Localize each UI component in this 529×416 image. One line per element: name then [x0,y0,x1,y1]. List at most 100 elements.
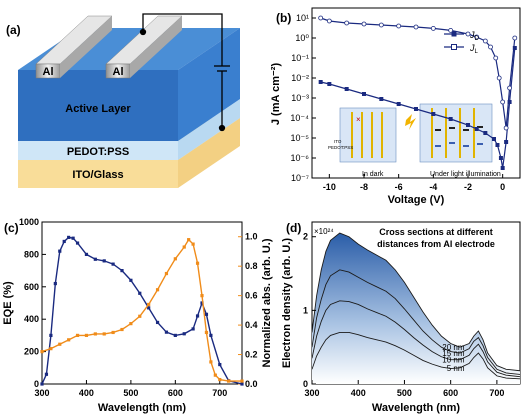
panel-c-point-EQE [62,239,66,244]
panel-c-ylabel-right: Normalized abs. (arb. U.) [261,238,273,367]
panel-b-point-J_L [344,20,350,26]
panel-d-ytick-label: 1 [303,305,308,315]
panel-c-series [40,235,244,386]
panel-b-point-J_D [379,97,384,101]
inset-carrier [463,145,469,147]
panel-c-point-Abs [40,350,44,354]
panel-c-point-Abs [173,257,177,261]
pedot-front [18,141,178,160]
panel-c-point-EQE [40,382,44,386]
panel-b-point-J_L [378,22,384,28]
panel-d-xlabel: Wavelength (nm) [372,402,461,414]
legend-jl: JL [469,43,479,55]
panel-b-point-J_L [396,23,402,29]
panel-b-series [318,15,518,170]
circuit-wire [139,13,230,132]
active-layer-label: Active Layer [65,103,131,115]
panel-c-point-Abs [182,245,186,249]
panel-b-ytick-label: 10⁻⁶ [291,153,310,163]
legend-jl-sub: L [475,49,479,55]
panel-c-line-Abs [41,238,242,382]
panel-c: (c) 300 400 500 600 700 0 200 400 600 800 1000 0.0 0… [2,217,273,414]
inset-dark-x: × [356,115,361,124]
panel-c-point-EQE [138,291,142,295]
panel-b-ylabel: J (mA cm⁻²) [270,63,282,126]
panel-b-point-J_D [507,100,512,104]
panel-b-xlabel: Voltage (V) [388,194,445,206]
panel-b-point-J_L [500,99,506,105]
panel-c-point-Abs [164,271,169,276]
panel-c-ytick-left-label: 200 [24,347,39,357]
panel-a-label: (a) [6,23,21,37]
panel-c-point-Abs [227,379,231,383]
panel-c-point-Abs [191,242,195,246]
panel-c-point-EQE [218,362,222,367]
legend-jl-main: J [469,43,475,53]
inset-carrier [435,129,441,131]
pedot-label: PEDOT:PSS [67,146,129,158]
inset-light-label: Under light illumination [430,171,501,178]
panel-b-point-J_D [498,156,503,160]
panel-c-xtick-label: 500 [123,388,138,398]
panel-d-area [312,233,520,384]
panel-c-point-Abs [129,322,133,326]
panel-d-xtick-label: 400 [351,388,366,398]
panel-c-xtick-label: 700 [212,388,227,398]
panel-c-point-EQE [67,235,71,239]
panel-b-frame [311,7,521,179]
panel-c-point-EQE [93,257,97,261]
panel-c-ylabel-left: EQE (%) [2,281,14,325]
panel-c-point-EQE [155,320,160,325]
panel-b-point-J_L [512,35,518,41]
panel-b-point-J_D [414,107,418,111]
panel-b-point-J_L [465,31,471,37]
panel-b-point-J_L [318,15,324,21]
legend-jd-main: J [469,30,475,40]
panel-d-series-label: 10 nm [442,356,465,365]
panel-b-point-J_D [466,123,470,127]
panel-b-xtick-label: -2 [464,182,472,192]
panel-b-point-J_D [327,82,332,86]
panel-c-point-Abs [209,360,213,364]
inset-carriers [435,126,483,147]
panel-b-point-J_L [326,18,332,24]
panel-b-point-J_L [430,25,436,31]
panel-b-point-J_L [507,85,513,91]
inset-light-icon [405,114,416,130]
panel-c-point-Abs [84,333,89,337]
panel-d-series-label: 5 nm [447,364,465,373]
panel-c-point-EQE [111,262,115,266]
panel-c-ytick-left-label: 400 [24,314,39,324]
panel-c-label: (c) [4,221,19,235]
panel-b-point-J_L [474,34,480,40]
panel-b-point-J_D [396,102,401,106]
panel-c-point-Abs [120,327,124,332]
panel-b-ytick-label: 10⁻⁴ [290,113,309,123]
panel-c-point-EQE [191,327,195,331]
panel-b-ticks: -10 -8 -6 -4 -2 0 10⁻⁷ 10⁻⁶ 10⁻⁵ 10⁻⁴ 10⁻³ 10⁻² 10⁻¹… [290,13,505,192]
panel-c-frame [41,221,243,385]
panel-c-point-EQE [204,312,209,316]
panel-b-ytick-label: 10⁻⁷ [291,173,309,183]
panel-c-point-EQE [129,278,133,282]
panel-b-point-J_D [512,46,517,50]
panel-b-point-J_D [362,92,366,96]
panel-b-inset: × ITO PEDOT:PSS In dark Under light illu… [328,103,501,178]
panel-c-point-EQE [53,281,57,286]
panel-c-point-Abs [213,373,217,377]
panel-c-point-EQE [84,252,89,256]
panel-d-series-label: 20 nm [442,343,465,352]
panel-c-point-Abs [240,379,244,383]
pedot-side [178,99,240,160]
panel-c-ytick-left-label: 0 [34,379,39,389]
panel-c-point-EQE [173,333,177,337]
panel-c-point-Abs [147,302,151,307]
panel-c-xtick-label: 400 [79,388,94,398]
al-electrode-1: Al [35,15,113,79]
panel-c-point-EQE [102,259,106,263]
ito-side [178,118,240,188]
panel-d-line [311,300,521,378]
panel-b-point-J_L [503,125,509,131]
